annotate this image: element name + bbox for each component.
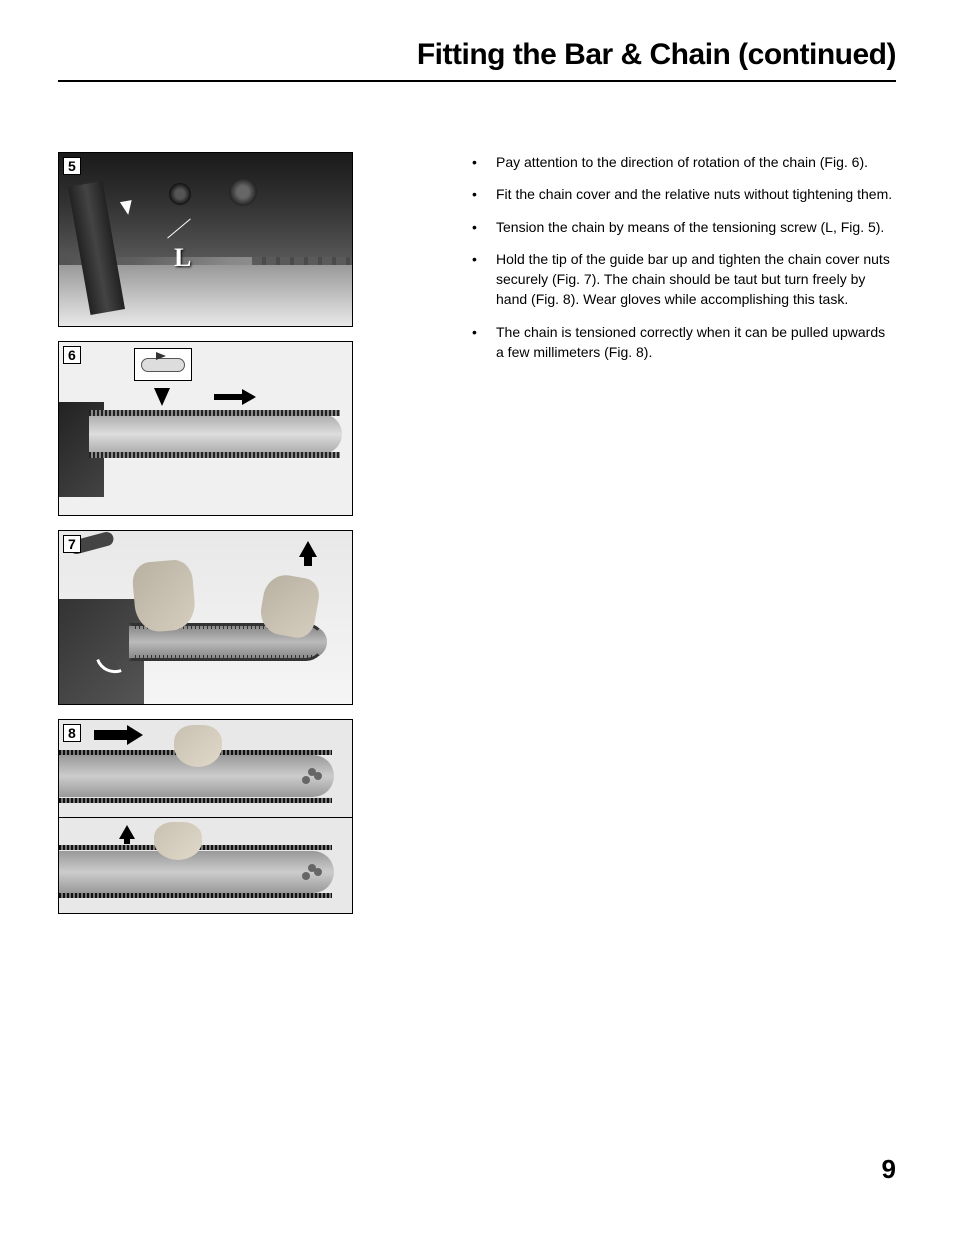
direction-arrow-icon (156, 352, 166, 360)
figure-8: 8 (58, 719, 353, 914)
figure-5: 5 L (58, 152, 353, 327)
figure-6-label: 6 (63, 346, 81, 364)
figure-8-image (59, 720, 352, 913)
list-item: Pay attention to the direction of rotati… (458, 152, 896, 172)
down-arrow-icon (120, 200, 134, 216)
up-arrow-icon (299, 541, 317, 557)
list-item: Hold the tip of the guide bar up and tig… (458, 249, 896, 310)
up-arrow-icon (119, 825, 135, 839)
figure-7-label: 7 (63, 535, 81, 553)
figure-5-image: L (59, 153, 352, 326)
instructions-list: Pay attention to the direction of rotati… (458, 152, 896, 362)
text-column: Pay attention to the direction of rotati… (458, 152, 896, 914)
content-area: 5 L 6 (58, 152, 896, 914)
page-number: 9 (882, 1154, 896, 1185)
figure-6: 6 (58, 341, 353, 516)
list-item: The chain is tensioned correctly when it… (458, 322, 896, 363)
figures-column: 5 L 6 (58, 152, 358, 914)
label-L: L (174, 243, 191, 273)
chain-direction-inset (134, 348, 192, 381)
figure-5-label: 5 (63, 157, 81, 175)
figure-7: 7 (58, 530, 353, 705)
down-arrow-icon (154, 388, 170, 406)
figure-8-label: 8 (63, 724, 81, 742)
page-title: Fitting the Bar & Chain (continued) (58, 38, 896, 72)
page-header: Fitting the Bar & Chain (continued) (58, 38, 896, 82)
figure-7-image (59, 531, 352, 704)
list-item: Tension the chain by means of the tensio… (458, 217, 896, 237)
list-item: Fit the chain cover and the relative nut… (458, 184, 896, 204)
figure-6-image (59, 342, 352, 515)
